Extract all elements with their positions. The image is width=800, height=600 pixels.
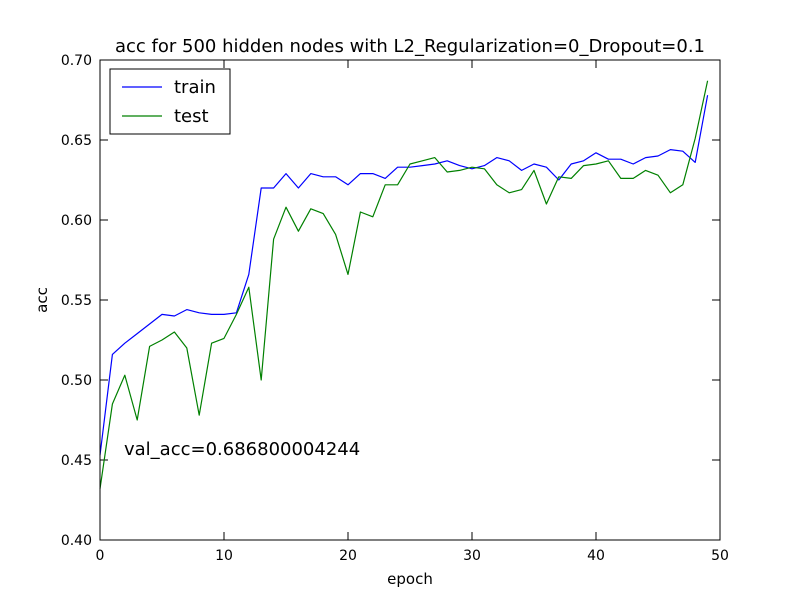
series-layer — [99, 80, 709, 489]
x-tick-label: 30 — [463, 548, 481, 564]
x-tick-label: 20 — [339, 548, 357, 564]
y-tick-label: 0.50 — [61, 373, 92, 389]
legend-label-test: test — [174, 106, 209, 127]
series-line-test — [99, 80, 709, 489]
plot-frame — [99, 59, 721, 541]
x-tick-label: 10 — [215, 548, 233, 564]
series-line-train — [99, 95, 709, 456]
y-tick-label: 0.60 — [61, 213, 92, 229]
y-tick-label: 0.45 — [61, 453, 92, 469]
x-tick-label: 0 — [96, 548, 105, 564]
val-acc-annotation: val_acc=0.686800004244 — [124, 439, 360, 460]
y-tick-label: 0.70 — [61, 53, 92, 69]
chart-title: acc for 500 hidden nodes with L2_Regular… — [115, 36, 705, 57]
legend-box — [109, 68, 231, 135]
x-tick-label: 50 — [711, 548, 729, 564]
y-tick-label: 0.65 — [61, 133, 92, 149]
legend: train test — [109, 68, 231, 135]
y-tick-label: 0.55 — [61, 293, 92, 309]
y-tick-label: 0.40 — [61, 533, 92, 549]
x-axis-label: epoch — [387, 570, 433, 588]
tick-labels: 0 10 20 30 40 50 0.40 0.45 0.50 0.55 0.60 0.65 0.70 — [61, 53, 729, 564]
plot-area — [100, 60, 720, 540]
legend-label-train: train — [174, 77, 216, 98]
y-axis-label: acc — [33, 287, 51, 313]
x-tick-label: 40 — [587, 548, 605, 564]
